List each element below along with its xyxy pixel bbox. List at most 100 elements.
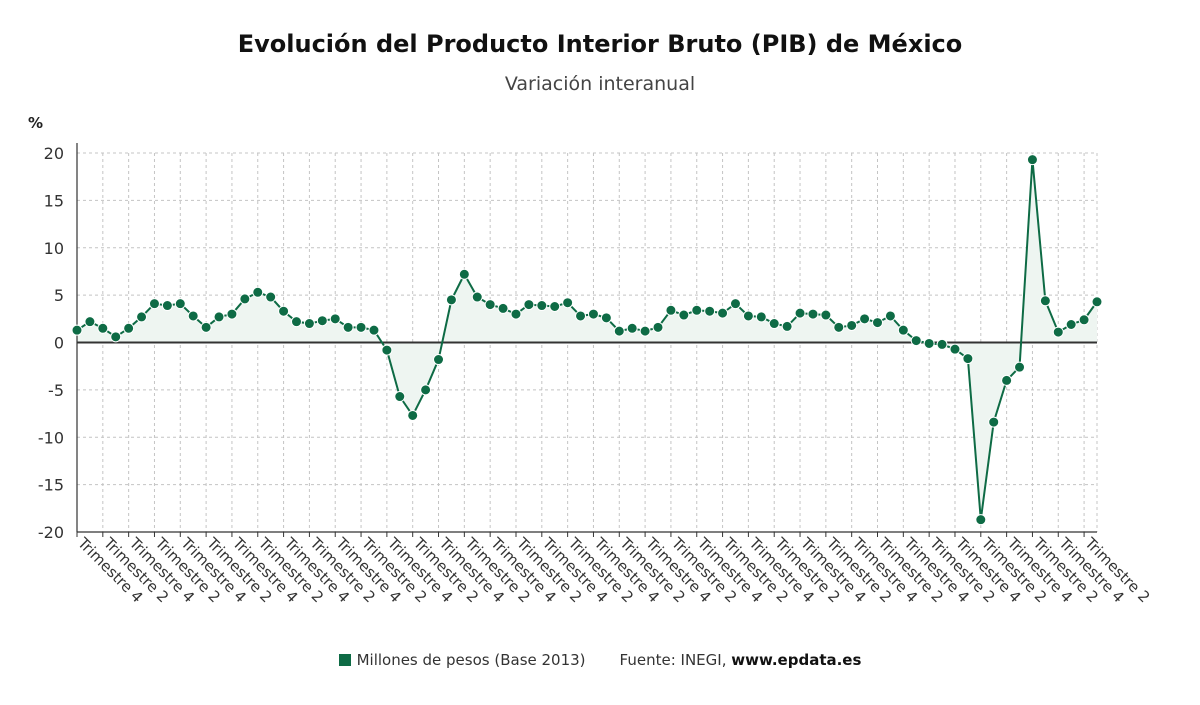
data-point[interactable] <box>549 300 561 312</box>
data-point[interactable] <box>497 302 509 314</box>
data-point[interactable] <box>458 268 470 280</box>
data-point[interactable] <box>910 335 922 347</box>
y-tick-label: 15 <box>44 191 64 210</box>
data-point[interactable] <box>1078 314 1090 326</box>
data-point[interactable] <box>136 311 148 323</box>
data-point[interactable] <box>123 322 135 334</box>
data-point[interactable] <box>678 309 690 321</box>
data-point[interactable] <box>859 313 871 325</box>
data-point[interactable] <box>587 308 599 320</box>
data-point[interactable] <box>278 305 290 317</box>
data-point[interactable] <box>562 297 574 309</box>
data-point[interactable] <box>729 298 741 310</box>
data-point[interactable] <box>239 293 251 305</box>
data-point[interactable] <box>187 310 199 322</box>
data-point[interactable] <box>110 331 122 343</box>
data-point[interactable] <box>665 304 677 316</box>
data-point[interactable] <box>807 308 819 320</box>
data-point[interactable] <box>84 316 96 328</box>
data-point[interactable] <box>794 307 806 319</box>
data-point[interactable] <box>1026 154 1038 166</box>
y-tick-label: 20 <box>44 144 64 163</box>
data-point[interactable] <box>174 298 186 310</box>
data-point[interactable] <box>1052 326 1064 338</box>
data-point[interactable] <box>1039 295 1051 307</box>
legend-series-label: Millones de pesos (Base 2013) <box>356 651 586 669</box>
data-point[interactable] <box>755 311 767 323</box>
data-point[interactable] <box>704 305 716 317</box>
data-point[interactable] <box>781 320 793 332</box>
y-tick-label: -10 <box>38 428 64 447</box>
y-tick-label: -5 <box>48 381 64 400</box>
legend-swatch <box>338 654 351 666</box>
area-shape <box>77 159 1097 520</box>
legend: Millones de pesos (Base 2013) Fuente: INE… <box>0 651 1200 669</box>
data-point[interactable] <box>484 299 496 311</box>
y-tick-label: 5 <box>54 286 64 305</box>
data-point[interactable] <box>471 291 483 303</box>
data-point[interactable] <box>407 409 419 421</box>
chart-title: Evolución del Producto Interior Bruto (P… <box>237 30 963 58</box>
data-point[interactable] <box>161 300 173 312</box>
data-point[interactable] <box>975 514 987 526</box>
data-point[interactable] <box>148 298 160 310</box>
source-link[interactable]: www.epdata.es <box>731 651 862 669</box>
y-tick-label: 0 <box>54 334 64 353</box>
data-point[interactable] <box>523 299 535 311</box>
data-point[interactable] <box>768 318 780 330</box>
data-point[interactable] <box>1001 374 1013 386</box>
data-point[interactable] <box>988 416 1000 428</box>
data-point[interactable] <box>71 324 83 336</box>
data-point[interactable] <box>213 311 225 323</box>
chart-subtitle: Variación interanual <box>504 73 696 95</box>
data-point[interactable] <box>1065 318 1077 330</box>
data-point[interactable] <box>394 391 406 403</box>
data-point[interactable] <box>226 308 238 320</box>
data-point[interactable] <box>575 310 587 322</box>
data-point[interactable] <box>303 318 315 330</box>
data-point[interactable] <box>1014 361 1026 373</box>
data-point[interactable] <box>433 354 445 366</box>
data-point[interactable] <box>329 313 341 325</box>
data-point[interactable] <box>445 294 457 306</box>
data-point[interactable] <box>252 286 264 298</box>
data-point[interactable] <box>717 307 729 319</box>
series <box>71 154 1103 526</box>
data-point[interactable] <box>639 325 651 337</box>
data-point[interactable] <box>420 384 432 396</box>
data-point[interactable] <box>872 317 884 329</box>
data-point[interactable] <box>846 319 858 331</box>
data-point[interactable] <box>355 321 367 333</box>
data-point[interactable] <box>510 308 522 320</box>
data-point[interactable] <box>742 310 754 322</box>
source-label: Fuente: INEGI, <box>619 651 732 669</box>
data-point[interactable] <box>265 291 277 303</box>
y-tick-label: -15 <box>38 476 64 495</box>
data-point[interactable] <box>613 325 625 337</box>
data-point[interactable] <box>536 300 548 312</box>
data-point[interactable] <box>600 312 612 324</box>
data-point[interactable] <box>200 321 212 333</box>
data-point[interactable] <box>290 316 302 328</box>
data-point[interactable] <box>820 309 832 321</box>
data-point[interactable] <box>626 322 638 334</box>
data-point[interactable] <box>691 304 703 316</box>
data-point[interactable] <box>923 337 935 349</box>
data-point[interactable] <box>316 315 328 327</box>
data-point[interactable] <box>936 338 948 350</box>
data-point[interactable] <box>833 321 845 333</box>
data-point[interactable] <box>884 310 896 322</box>
data-point[interactable] <box>1091 296 1103 308</box>
y-axis-label: % <box>28 114 44 132</box>
y-tick-label: -20 <box>38 523 64 542</box>
data-point[interactable] <box>97 322 109 334</box>
data-point[interactable] <box>652 321 664 333</box>
data-point[interactable] <box>381 344 393 356</box>
data-point[interactable] <box>342 321 354 333</box>
data-point[interactable] <box>962 353 974 365</box>
data-point[interactable] <box>949 343 961 355</box>
data-point[interactable] <box>368 324 380 336</box>
area-fill <box>77 159 1097 520</box>
data-point[interactable] <box>897 324 909 336</box>
